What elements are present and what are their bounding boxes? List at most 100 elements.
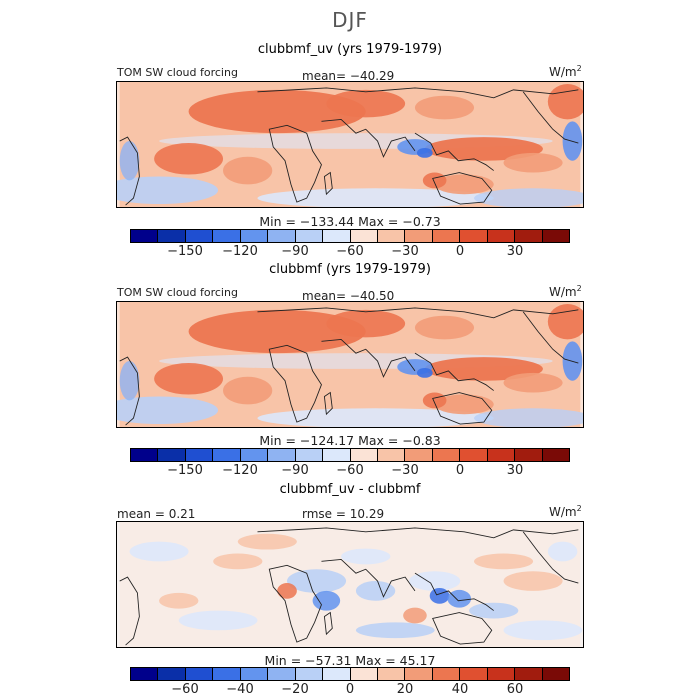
colorbar-tick-label: 0: [455, 463, 465, 478]
coastline: [432, 612, 493, 645]
colorbar-tick-label: 30: [506, 244, 524, 259]
coastline: [119, 136, 140, 206]
colorbar-swatch: [405, 449, 433, 461]
coastline: [522, 311, 579, 364]
field-contour: [416, 147, 433, 158]
panel-3-title: clubbmf_uv - clubbmf: [279, 482, 421, 497]
colorbar-swatch: [131, 449, 159, 461]
field-contour: [223, 156, 273, 185]
colorbar-3-ticks: −60 −40 −20 0 20 40 60: [130, 682, 570, 698]
colorbar-swatch: [542, 668, 569, 680]
colorbar-1: [130, 229, 570, 243]
panel-2-title: clubbmf (yrs 1979-1979): [269, 262, 431, 277]
main-title: DJF: [332, 8, 368, 32]
colorbar-swatch: [185, 230, 214, 242]
colorbar-swatch: [268, 449, 296, 461]
field-contour: [503, 152, 563, 173]
colorbar-swatch: [268, 668, 296, 680]
colorbar-swatch: [515, 230, 543, 242]
field-contour: [547, 541, 578, 562]
field-contour: [154, 363, 224, 395]
panel-1-units: W/m2: [549, 64, 582, 79]
field-contour: [429, 587, 450, 604]
colorbar-tick-label: 0: [455, 244, 465, 259]
panel-1-min-max: Min = −133.44 Max = −0.73: [259, 214, 441, 229]
coastline: [268, 124, 322, 203]
colorbar-swatch: [240, 449, 269, 461]
colorbar-swatch: [185, 668, 214, 680]
colorbar-swatch: [487, 230, 516, 242]
panel-2-mean-label: mean= −40.50: [302, 289, 395, 303]
colorbar-tick-label: −150: [167, 244, 203, 259]
colorbar-tick-label: 30: [506, 463, 524, 478]
field-contour: [503, 620, 583, 641]
field-contour: [503, 571, 563, 591]
field-contour: [341, 548, 391, 565]
colorbar-swatch: [350, 449, 378, 461]
colorbar-swatch: [158, 230, 186, 242]
field-contour: [154, 143, 224, 175]
panel-1-title: clubbmf_uv (yrs 1979-1979): [257, 42, 443, 57]
field-contour: [416, 367, 433, 378]
coastline: [432, 172, 493, 205]
field-contour: [188, 89, 366, 134]
colorbar-swatch: [213, 449, 241, 461]
coastline: [323, 391, 333, 416]
colorbar-swatch: [377, 449, 406, 461]
field-contour: [213, 553, 263, 570]
field-contour: [434, 394, 494, 415]
colorbar-tick-label: 0: [345, 682, 355, 697]
colorbar-swatch: [158, 668, 186, 680]
field-contour: [237, 533, 297, 550]
colorbar-swatch: [295, 449, 324, 461]
field-contour: [422, 392, 447, 409]
field-contour: [257, 408, 494, 427]
colorbar-tick-label: −150: [167, 463, 203, 478]
colorbar-swatch: [295, 230, 324, 242]
field-contour: [503, 372, 563, 393]
field-contour: [119, 361, 140, 401]
field-contour: [414, 315, 475, 340]
field-contour: [129, 541, 189, 562]
panel-2-units: W/m2: [549, 284, 582, 299]
coastline: [257, 527, 579, 539]
panel-1-variable-label: TOM SW cloud forcing: [117, 66, 238, 79]
colorbar-tick-label: −30: [391, 244, 419, 259]
colorbar-swatch: [240, 668, 269, 680]
coastline: [119, 356, 140, 426]
panel-3-units: W/m2: [549, 504, 582, 519]
colorbar-swatch: [268, 230, 296, 242]
panel-3-min-max: Min = −57.31 Max = 45.17: [264, 653, 436, 668]
field-contour: [474, 188, 583, 207]
colorbar-tick-label: 40: [451, 682, 469, 697]
colorbar-tick-label: −20: [281, 682, 309, 697]
colorbar-2: [130, 448, 570, 462]
colorbar-swatch: [487, 449, 516, 461]
colorbar-swatch: [405, 668, 433, 680]
colorbar-tick-label: −120: [222, 244, 258, 259]
colorbar-swatch: [542, 230, 569, 242]
colorbar-swatch: [185, 449, 214, 461]
field-contour: [119, 141, 140, 181]
field-contour: [403, 607, 427, 624]
colorbar-tick-label: −90: [281, 463, 309, 478]
colorbar-swatch: [515, 668, 543, 680]
coastline: [268, 564, 322, 643]
field-contour: [422, 172, 447, 189]
colorbar-swatch: [460, 230, 488, 242]
colorbar-swatch: [323, 230, 351, 242]
field-contour: [287, 569, 347, 593]
colorbar-swatch: [487, 668, 516, 680]
colorbar-swatch: [295, 668, 324, 680]
colorbar-tick-label: −40: [226, 682, 254, 697]
field-contour: [355, 581, 396, 601]
field-contour: [117, 396, 219, 425]
colorbar-swatch: [323, 449, 351, 461]
colorbar-tick-label: −60: [336, 463, 364, 478]
panel-3-rmse-label: rmse = 10.29: [302, 507, 385, 521]
colorbar-tick-label: 20: [396, 682, 414, 697]
colorbar-swatch: [131, 668, 159, 680]
field-contour: [414, 95, 475, 120]
field-contour: [257, 188, 494, 207]
field-contour: [188, 309, 366, 354]
